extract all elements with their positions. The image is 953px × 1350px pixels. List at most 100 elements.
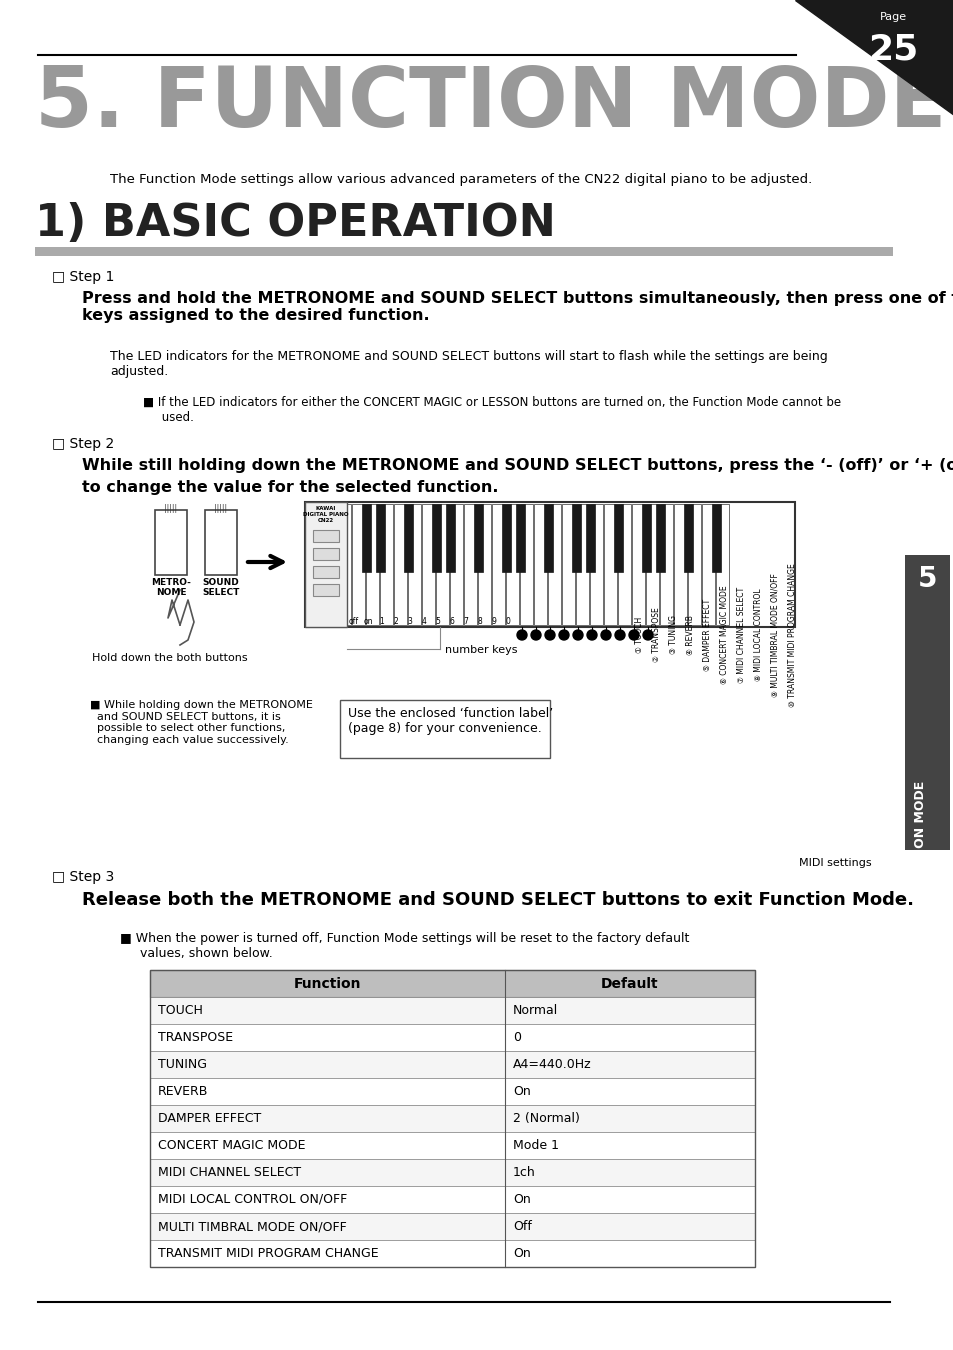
Bar — [150, 1133, 754, 1160]
Text: On: On — [513, 1247, 530, 1260]
Text: MIDI settings: MIDI settings — [798, 859, 870, 868]
Bar — [150, 971, 754, 998]
Bar — [150, 1106, 754, 1133]
Bar — [150, 1079, 754, 1106]
Bar — [352, 504, 365, 625]
Bar — [505, 504, 518, 625]
Circle shape — [615, 630, 624, 640]
Bar — [334, 504, 343, 572]
Bar — [313, 566, 338, 578]
Bar — [313, 531, 338, 541]
Bar — [543, 504, 553, 572]
Bar — [716, 504, 728, 625]
Bar — [305, 502, 794, 626]
Bar — [477, 504, 491, 625]
Text: Off: Off — [513, 1220, 532, 1233]
Text: FUNCTION MODE: FUNCTION MODE — [914, 780, 926, 899]
Text: 0: 0 — [513, 1031, 520, 1044]
Text: TOUCH: TOUCH — [158, 1004, 203, 1017]
Bar — [379, 504, 393, 625]
Text: number keys: number keys — [444, 645, 517, 655]
Bar — [618, 504, 630, 625]
Text: 8: 8 — [477, 617, 482, 626]
Text: 1: 1 — [379, 617, 384, 626]
Bar — [701, 504, 714, 625]
Text: ② TRANSPOSE: ② TRANSPOSE — [651, 608, 660, 663]
Bar — [150, 1241, 754, 1268]
Circle shape — [628, 630, 639, 640]
Bar — [150, 1052, 754, 1079]
Bar — [589, 504, 602, 625]
Text: KAWAI
DIGITAL PIANO
CN22: KAWAI DIGITAL PIANO CN22 — [303, 506, 349, 522]
Text: ■ If the LED indicators for either the CONCERT MAGIC or LESSON buttons are turne: ■ If the LED indicators for either the C… — [143, 396, 841, 424]
Bar — [446, 504, 455, 572]
Text: ⑧ MIDI LOCAL CONTROL: ⑧ MIDI LOCAL CONTROL — [753, 589, 762, 682]
Text: ① TOUCH: ① TOUCH — [635, 617, 643, 653]
Text: TRANSMIT MIDI PROGRAM CHANGE: TRANSMIT MIDI PROGRAM CHANGE — [158, 1247, 378, 1260]
Text: ■ While holding down the METRONOME
  and SOUND SELECT buttons, it is
  possible : ■ While holding down the METRONOME and S… — [90, 701, 313, 745]
Text: A4=440.0Hz: A4=440.0Hz — [513, 1058, 591, 1071]
Text: 9: 9 — [491, 617, 496, 626]
Bar — [534, 504, 546, 625]
Bar — [519, 504, 533, 625]
Bar — [150, 1214, 754, 1241]
Bar — [408, 504, 420, 625]
Text: TRANSPOSE: TRANSPOSE — [158, 1031, 233, 1044]
Bar — [150, 998, 754, 1025]
Bar — [375, 504, 385, 572]
Bar — [631, 504, 644, 625]
Bar — [641, 504, 650, 572]
Text: 0: 0 — [505, 617, 510, 626]
Bar — [645, 504, 659, 625]
Bar — [339, 701, 550, 757]
Bar — [205, 510, 236, 575]
Text: 1ch: 1ch — [513, 1166, 536, 1179]
Text: On: On — [513, 1085, 530, 1098]
Circle shape — [586, 630, 597, 640]
Text: 2: 2 — [394, 617, 398, 626]
Text: METRO-
NOME: METRO- NOME — [151, 578, 191, 598]
Circle shape — [558, 630, 568, 640]
Bar — [576, 504, 588, 625]
Text: □ Step 2: □ Step 2 — [52, 437, 114, 451]
Bar — [154, 510, 187, 575]
Text: On: On — [513, 1193, 530, 1206]
Bar — [547, 504, 560, 625]
Bar — [687, 504, 700, 625]
Text: 25: 25 — [867, 32, 917, 66]
Bar — [463, 504, 476, 625]
Text: 5: 5 — [436, 617, 440, 626]
Text: Page: Page — [879, 12, 905, 22]
Bar — [711, 504, 720, 572]
Bar — [516, 504, 524, 572]
Text: DAMPER EFFECT: DAMPER EFFECT — [158, 1112, 261, 1125]
Text: ④ REVERB: ④ REVERB — [685, 616, 695, 655]
Bar — [305, 502, 347, 626]
Text: Use the enclosed ‘function label’
(page 8) for your convenience.: Use the enclosed ‘function label’ (page … — [348, 707, 553, 734]
Text: |||||: ||||| — [164, 504, 177, 513]
Text: TUNING: TUNING — [158, 1058, 207, 1071]
Text: ⑥ CONCERT MAGIC MODE: ⑥ CONCERT MAGIC MODE — [720, 586, 728, 684]
Bar — [683, 504, 692, 572]
Circle shape — [573, 630, 582, 640]
Bar — [450, 504, 462, 625]
Bar — [337, 504, 351, 625]
Polygon shape — [794, 0, 953, 115]
Bar — [361, 504, 371, 572]
Text: Release both the METRONOME and SOUND SELECT buttons to exit Function Mode.: Release both the METRONOME and SOUND SEL… — [82, 891, 913, 909]
Bar — [313, 548, 338, 560]
Bar — [656, 504, 664, 572]
Text: CONCERT MAGIC MODE: CONCERT MAGIC MODE — [158, 1139, 305, 1152]
Bar — [603, 504, 617, 625]
Text: □ Step 3: □ Step 3 — [52, 869, 114, 884]
Text: 5. FUNCTION MODE: 5. FUNCTION MODE — [35, 63, 945, 144]
Bar — [659, 504, 672, 625]
Bar — [403, 504, 413, 572]
Text: MIDI LOCAL CONTROL ON/OFF: MIDI LOCAL CONTROL ON/OFF — [158, 1193, 347, 1206]
Text: ⑩ TRANSMIT MIDI PROGRAM CHANGE: ⑩ TRANSMIT MIDI PROGRAM CHANGE — [787, 563, 796, 707]
Bar — [561, 504, 575, 625]
Text: □ Step 1: □ Step 1 — [52, 270, 114, 284]
Bar — [150, 1187, 754, 1214]
Text: 7: 7 — [463, 617, 468, 626]
Text: 3: 3 — [407, 617, 412, 626]
